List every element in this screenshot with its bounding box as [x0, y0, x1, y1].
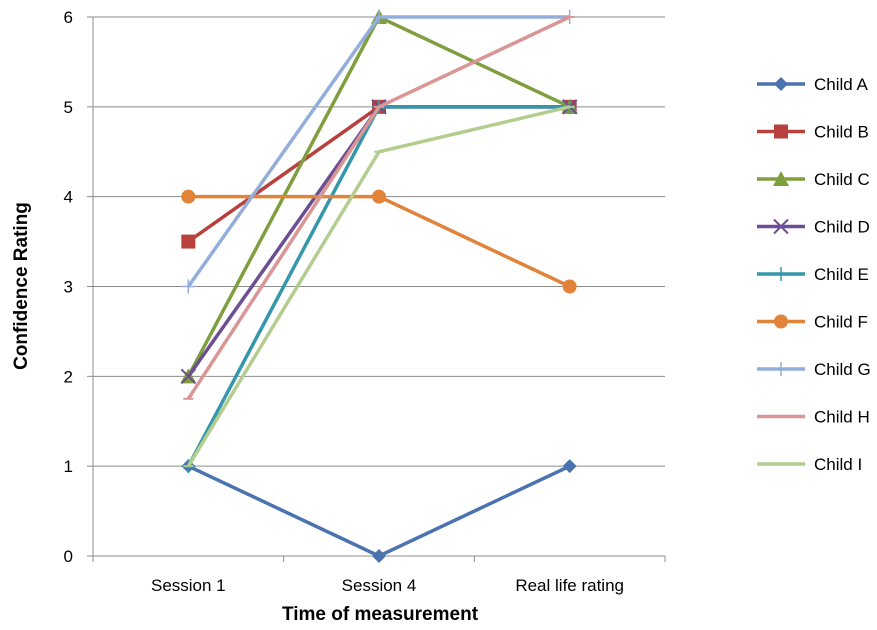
legend-item-child-g: Child G [757, 360, 871, 379]
legend-label: Child D [814, 218, 870, 237]
axes [87, 16, 666, 562]
plus-marker [181, 279, 196, 294]
plus-marker [774, 267, 788, 281]
legend-item-child-c: Child C [757, 170, 870, 189]
legend-label: Child I [814, 455, 862, 474]
legend-item-child-e: Child E [757, 265, 869, 284]
legend-label: Child H [814, 408, 870, 427]
legend-item-child-d: Child D [757, 218, 870, 237]
circle-marker [181, 189, 196, 204]
legend-label: Child C [814, 170, 870, 189]
x-tick-label: Real life rating [515, 576, 624, 595]
y-tick-label: 3 [64, 278, 73, 297]
legend-item-child-f: Child F [757, 313, 868, 332]
legend-item-child-i: Child I [757, 455, 862, 474]
diamond-marker [372, 549, 386, 563]
x-marker [773, 218, 789, 235]
y-tick-labels: 0 1 2 3 4 5 6 [64, 8, 73, 566]
circle-marker [372, 189, 386, 204]
circle-marker [774, 314, 788, 329]
legend-item-child-h: Child H [757, 408, 870, 427]
y-axis-title: Confidence Rating [11, 202, 32, 370]
series-line [186, 105, 570, 378]
diamond-marker [562, 459, 577, 474]
y-tick-label: 5 [64, 98, 73, 117]
legend-item-child-b: Child B [757, 123, 869, 142]
x-axis-title: Time of measurement [282, 604, 479, 625]
series-lines [180, 9, 578, 563]
series-line [187, 464, 571, 558]
square-marker [181, 234, 196, 249]
triangle-marker [773, 171, 789, 186]
series-child-i [183, 105, 575, 468]
y-tick-label: 0 [64, 547, 73, 566]
x-tick-label: Session 1 [151, 576, 226, 595]
legend-label: Child G [814, 360, 871, 379]
x-tick-labels: Session 1 Session 4 Real life rating [151, 576, 624, 595]
square-marker [774, 124, 788, 139]
y-tick-label: 4 [64, 188, 73, 207]
y-tick-label: 2 [64, 367, 73, 386]
diamond-marker [774, 77, 788, 91]
legend-label: Child A [814, 75, 869, 94]
legend-label: Child B [814, 123, 869, 142]
series-line [187, 105, 570, 244]
legend-label: Child F [814, 313, 868, 332]
series-child-d [180, 99, 578, 385]
series-child-h [183, 15, 575, 400]
circle-marker [562, 279, 577, 294]
legend-label: Child E [814, 265, 869, 284]
legend-item-child-a: Child A [757, 75, 869, 94]
series-line [188, 194, 571, 289]
legend: Child A Child B Child C Child D Child E Child… [757, 75, 871, 474]
series-child-a [181, 459, 577, 563]
series-child-b [181, 99, 577, 249]
gridlines [93, 16, 665, 467]
plus-marker [774, 362, 788, 376]
x-tick-label: Session 4 [342, 576, 417, 595]
y-tick-label: 6 [64, 8, 73, 27]
y-tick-label: 1 [64, 457, 73, 476]
x-marker [180, 368, 197, 385]
plus-marker [372, 10, 386, 24]
